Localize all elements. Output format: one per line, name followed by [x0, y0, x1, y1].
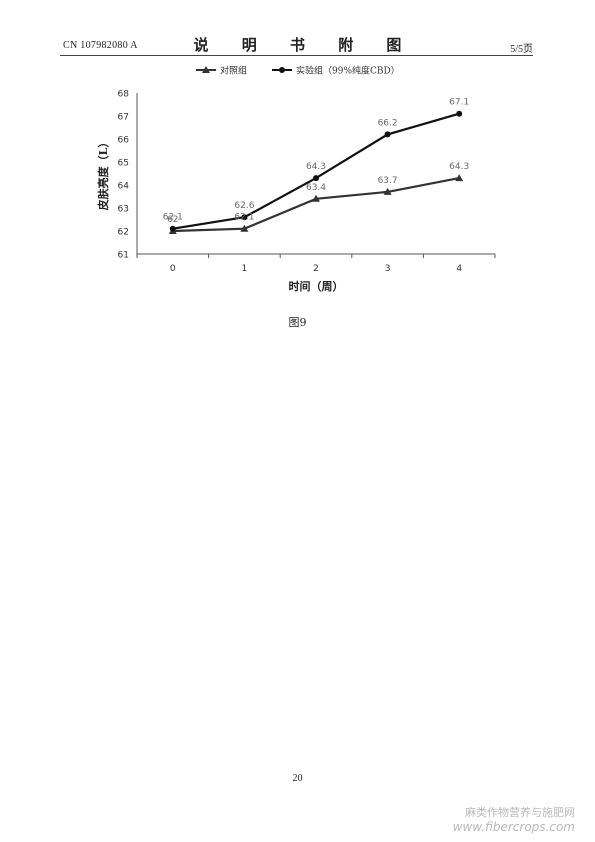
page-indicator: 5/5页 — [510, 44, 533, 55]
x-tick-label: 3 — [385, 264, 391, 274]
y-tick-label: 66 — [118, 136, 130, 146]
y-tick-label: 67 — [118, 113, 129, 123]
y-tick-label: 61 — [118, 251, 129, 261]
data-label-1: 63.7 — [378, 176, 398, 186]
data-point-2 — [169, 225, 176, 232]
data-point-1 — [383, 187, 392, 195]
data-point-2 — [384, 131, 391, 138]
page-number: 20 — [292, 773, 303, 784]
x-tick-label: 2 — [313, 264, 319, 274]
data-label-2: 62.1 — [163, 213, 183, 223]
y-tick-label: 65 — [118, 159, 129, 169]
watermark-line-2: www.fibercrops.com — [452, 820, 575, 834]
data-label-2: 62.6 — [234, 201, 254, 211]
data-label-2: 66.2 — [378, 118, 398, 128]
y-tick-label: 62 — [118, 228, 129, 238]
legend-label-2: 实验组（99%纯度CBD） — [296, 65, 400, 77]
legend-marker-2 — [279, 67, 285, 73]
data-point-2 — [241, 214, 248, 221]
data-label-1: 63.4 — [306, 183, 326, 193]
y-tick-label: 68 — [118, 90, 130, 100]
x-tick-label: 0 — [170, 264, 176, 274]
data-point-2 — [313, 175, 319, 182]
data-label-1: 62 — [167, 215, 178, 225]
data-label-1: 62.1 — [234, 213, 254, 223]
legend-label-1: 对照组 — [220, 65, 247, 77]
x-tick-label: 4 — [456, 264, 462, 274]
y-axis-title: 皮肤亮度（L） — [96, 137, 110, 212]
page-header-title: 说 明 书 附 图 — [193, 36, 416, 54]
watermark: 麻类作物营养与施肥网 www.fibercrops.com — [453, 806, 575, 834]
data-label-2: 64.3 — [306, 162, 326, 172]
data-label-1: 64.3 — [449, 162, 469, 172]
data-point-1 — [240, 224, 249, 232]
data-point-1 — [312, 194, 320, 202]
data-point-1 — [455, 174, 464, 182]
data-point-2 — [456, 110, 463, 117]
figure-caption: 图9 — [288, 316, 307, 329]
patent-number: CN 107982080 A — [63, 40, 138, 51]
y-tick-label: 64 — [118, 182, 130, 192]
y-tick-label: 63 — [118, 205, 129, 215]
x-tick-label: 1 — [242, 264, 248, 274]
x-axis-title: 时间（周） — [289, 279, 344, 293]
data-label-2: 67.1 — [449, 98, 469, 108]
legend-marker-1 — [202, 66, 210, 73]
header-rule — [60, 55, 533, 56]
watermark-line-1: 麻类作物营养与施肥网 — [465, 806, 575, 819]
